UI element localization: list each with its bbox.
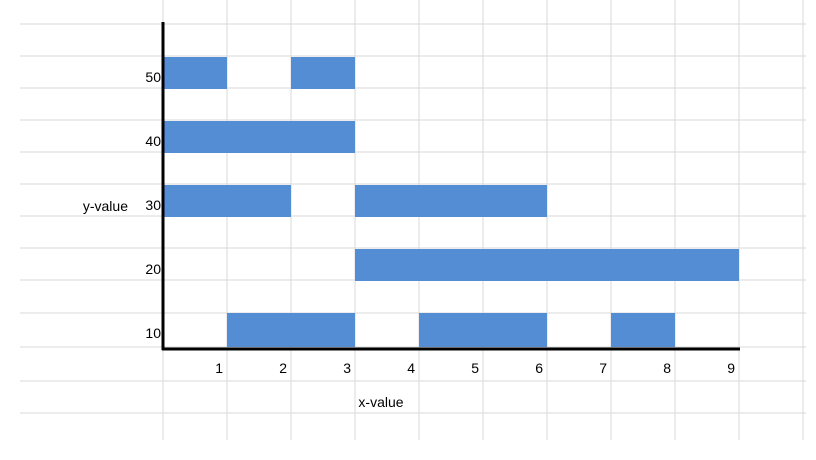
x-tick-label: 9 — [727, 360, 735, 376]
bar-segment — [355, 249, 739, 281]
y-axis-label: y-value — [83, 198, 128, 214]
x-tick-label: 3 — [343, 360, 351, 376]
x-tick-label: 4 — [407, 360, 415, 376]
x-tick-label: 1 — [215, 360, 223, 376]
y-tick-label: 30 — [145, 197, 161, 213]
x-tick-label: 8 — [663, 360, 671, 376]
y-tick-label: 40 — [145, 133, 161, 149]
x-axis-label: x-value — [358, 394, 403, 410]
bar-segment — [611, 313, 675, 347]
bar-segment — [163, 57, 227, 89]
bar-segment — [291, 57, 355, 89]
bar-segment — [163, 121, 355, 153]
x-tick-label: 2 — [279, 360, 287, 376]
x-tick-label: 5 — [471, 360, 479, 376]
y-tick-label: 20 — [145, 261, 161, 277]
bar-segment — [419, 313, 547, 347]
x-tick-label: 6 — [535, 360, 543, 376]
y-tick-label: 10 — [145, 325, 161, 341]
x-tick-label: 7 — [599, 360, 607, 376]
bar-segment — [227, 313, 355, 347]
bar-segment — [355, 185, 547, 217]
bar-segment — [163, 185, 291, 217]
y-tick-label: 50 — [145, 69, 161, 85]
